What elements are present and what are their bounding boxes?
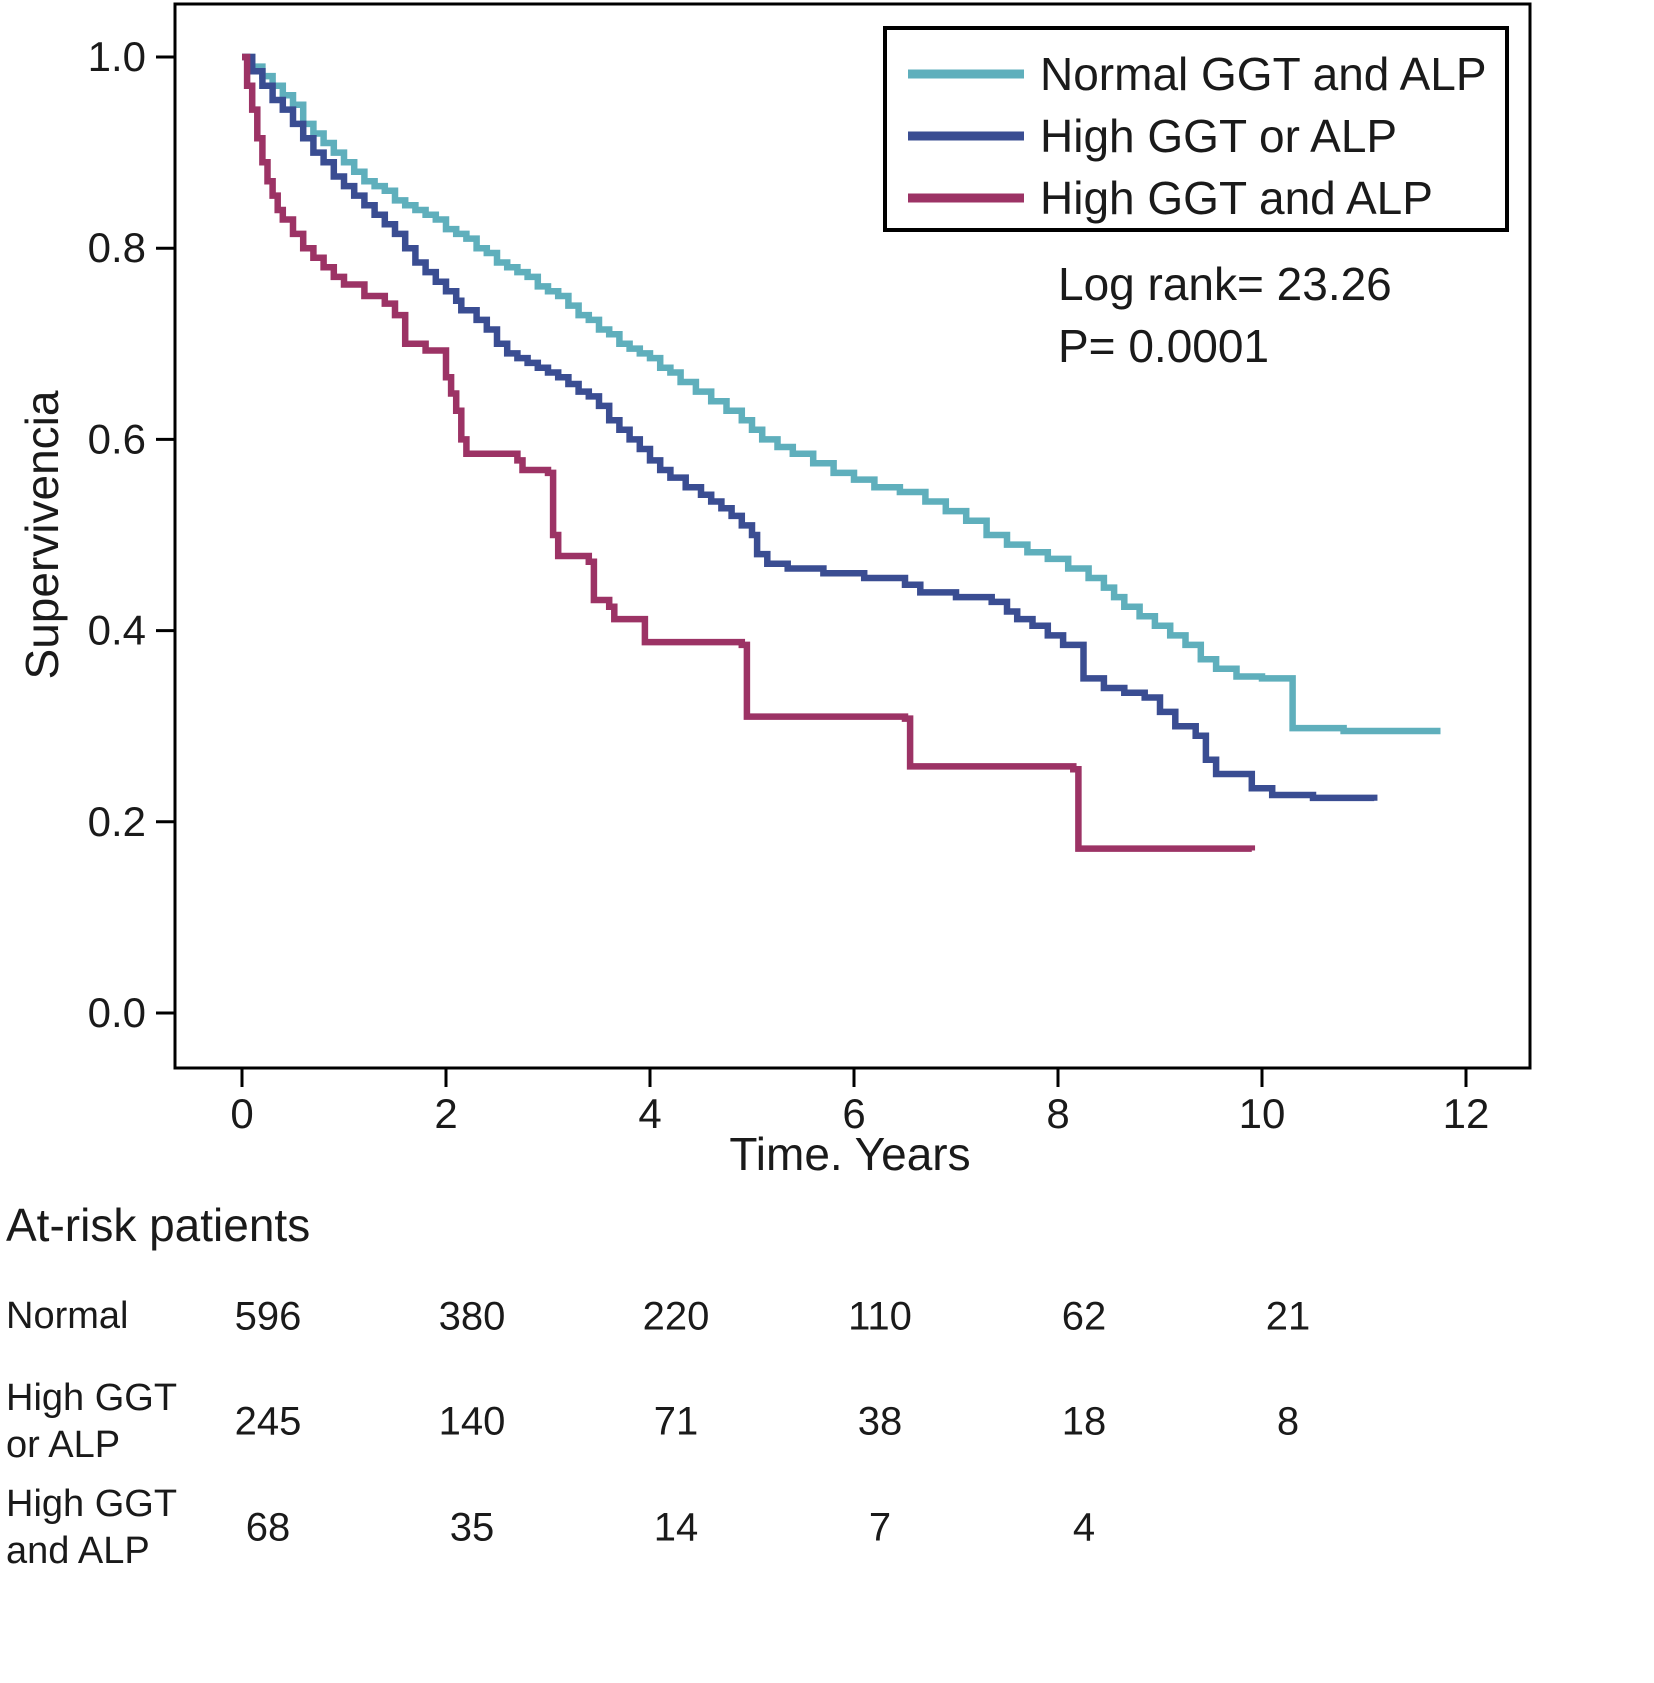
at-risk-count: 62: [1061, 1294, 1107, 1339]
at-risk-count: 21: [1265, 1294, 1311, 1339]
axis-ticks: 0 2 4 6 8 10 12 0.0 0.2 0.4 0.6 0.8 1.0: [88, 33, 1490, 1137]
survival-curve-normal-ggt-and-alp: [242, 53, 1441, 735]
at-risk-row-high-ggt-or-alp: High GGT or ALP 245 140 71 38 18 8: [6, 1374, 1654, 1470]
at-risk-count: 380: [438, 1294, 506, 1339]
at-risk-count: 110: [848, 1294, 912, 1339]
at-risk-count: 7: [868, 1505, 892, 1550]
x-tick-label: 6: [842, 1090, 865, 1137]
at-risk-count: 68: [245, 1505, 291, 1550]
y-tick-label: 0.8: [88, 224, 146, 271]
at-risk-count: 140: [438, 1399, 506, 1444]
y-axis-label: Supervivencia: [16, 390, 68, 679]
legend-label-high-ggt-and-alp: High GGT and ALP: [1040, 172, 1433, 224]
legend-label-normal-ggt-and-alp: Normal GGT and ALP: [1040, 48, 1487, 100]
x-tick-label: 8: [1046, 1090, 1069, 1137]
legend: Normal GGT and ALP High GGT or ALP High …: [883, 26, 1509, 232]
at-risk-title: At-risk patients: [6, 1199, 311, 1251]
p-value-annotation: P= 0.0001: [1058, 320, 1269, 372]
x-axis-label: Time. Years: [729, 1128, 970, 1180]
survival-chart: 0 2 4 6 8 10 12 0.0 0.2 0.4 0.6 0.8 1.0 Supervivenci…: [16, 2, 1532, 1180]
at-risk-rows: Normal 596 380 220 110 62 21 High GGT or ALP 245 1…: [6, 1288, 1654, 1576]
at-risk-row-label: Normal: [6, 1295, 129, 1338]
x-tick-label: 2: [434, 1090, 457, 1137]
at-risk-count: 35: [449, 1505, 495, 1550]
survival-curve-high-ggt-and-alp: [242, 53, 1256, 852]
survival-curves: [242, 53, 1441, 852]
at-risk-count: 8: [1276, 1399, 1300, 1444]
y-tick-label: 0.2: [88, 798, 146, 845]
at-risk-count: 38: [857, 1399, 903, 1444]
at-risk-count: 4: [1072, 1505, 1096, 1550]
y-tick-label: 0.0: [88, 989, 146, 1036]
at-risk-row-high-ggt-and-alp: High GGT and ALP 68 35 14 7 4: [6, 1480, 1654, 1576]
y-tick-label: 1.0: [88, 33, 146, 80]
y-tick-label: 0.6: [88, 415, 146, 462]
at-risk-count: 18: [1061, 1399, 1107, 1444]
x-tick-label: 0: [230, 1090, 253, 1137]
at-risk-row-normal: Normal 596 380 220 110 62 21: [6, 1288, 1654, 1346]
at-risk-row-label: High GGT or ALP: [6, 1376, 178, 1467]
x-tick-label: 10: [1239, 1090, 1286, 1137]
y-tick-label: 0.4: [88, 607, 146, 654]
log-rank-annotation: Log rank= 23.26: [1058, 258, 1392, 310]
legend-label-high-ggt-or-alp: High GGT or ALP: [1040, 110, 1397, 162]
at-risk-count: 220: [642, 1294, 710, 1339]
survival-curve-high-ggt-or-alp: [242, 53, 1378, 802]
at-risk-count: 596: [234, 1294, 302, 1339]
x-tick-label: 12: [1443, 1090, 1490, 1137]
at-risk-count: 14: [653, 1505, 699, 1550]
at-risk-table: At-risk patients Normal 596 380 220 110 62 21 H…: [0, 1180, 1654, 1576]
at-risk-count: 245: [234, 1399, 302, 1444]
at-risk-count: 71: [653, 1399, 699, 1444]
at-risk-row-label: High GGT and ALP: [6, 1482, 178, 1573]
x-tick-label: 4: [638, 1090, 661, 1137]
